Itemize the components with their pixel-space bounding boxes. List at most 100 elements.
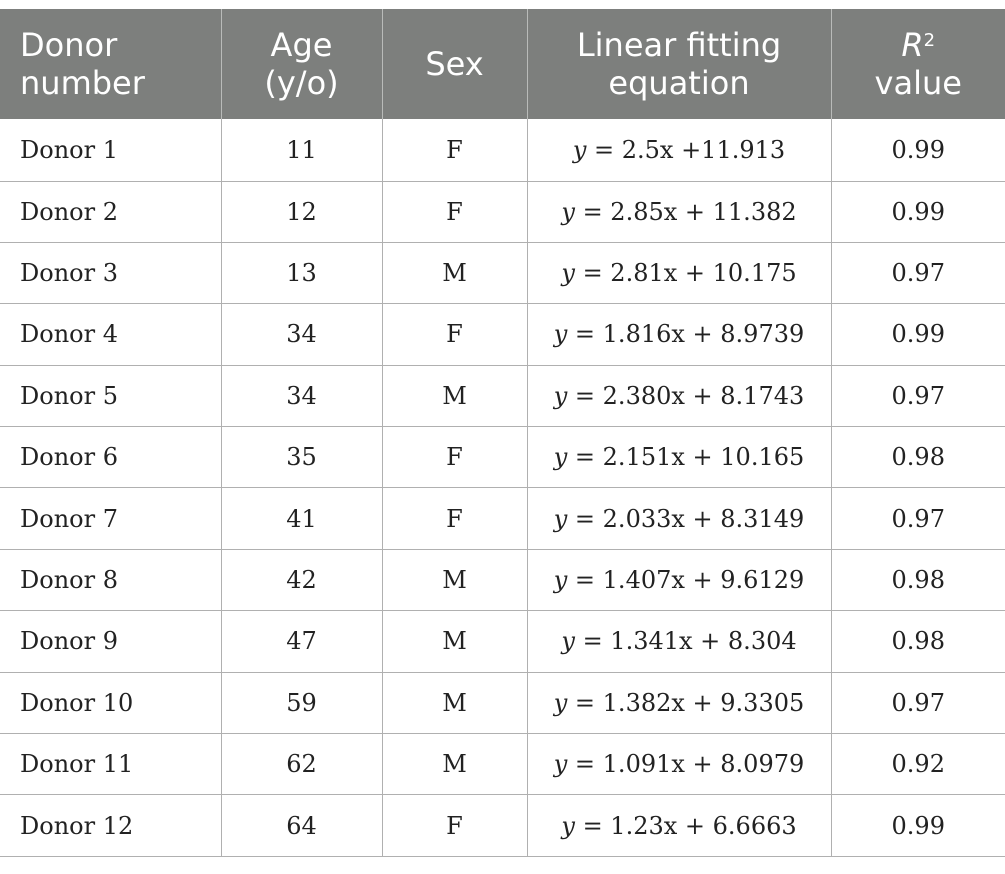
- cell-sex: F: [381, 303, 527, 366]
- cell-r2: 0.92: [830, 733, 1005, 796]
- cell-sex: M: [381, 610, 527, 673]
- header-sex: Sex: [381, 9, 527, 119]
- equation-rest: = 1.091x + 8.0979: [567, 750, 805, 779]
- cell-age: 64: [220, 794, 382, 857]
- cell-age: 34: [220, 365, 382, 428]
- cell-sex: F: [381, 181, 527, 243]
- cell-sex: F: [381, 487, 527, 550]
- header-line: number: [20, 64, 145, 102]
- cell-donor: Donor 12: [0, 794, 221, 857]
- cell-sex: F: [381, 794, 527, 857]
- cell-equation: y = 2.033x + 8.3149: [526, 487, 831, 550]
- header-row: Donor number Age (y/o) Sex Linear fittin…: [0, 9, 1005, 119]
- equation-y: y: [553, 566, 568, 595]
- cell-sex: F: [381, 119, 527, 182]
- equation-y: y: [561, 259, 575, 288]
- cell-equation: y = 2.151x + 10.165: [526, 426, 831, 489]
- cell-donor: Donor 6: [0, 426, 221, 489]
- cell-r2: 0.97: [830, 487, 1005, 550]
- cell-age: 59: [220, 672, 382, 735]
- equation-rest: = 1.407x + 9.6129: [567, 566, 805, 595]
- cell-donor: Donor 7: [0, 487, 221, 550]
- cell-donor: Donor 8: [0, 549, 221, 612]
- cell-equation: y = 2.5x +11.913: [526, 119, 831, 182]
- cell-r2: 0.99: [830, 303, 1005, 366]
- header-line: Donor: [20, 26, 118, 64]
- header-age: Age (y/o): [220, 9, 382, 119]
- r-exponent: 2: [923, 30, 936, 51]
- equation-y: y: [553, 381, 568, 410]
- cell-sex: M: [381, 733, 527, 796]
- header-r2-value: R2 value: [830, 9, 1005, 119]
- donor-fitting-table: Donor number Age (y/o) Sex Linear fittin…: [0, 9, 1005, 857]
- cell-age: 11: [220, 119, 382, 182]
- cell-r2: 0.99: [830, 181, 1005, 243]
- header-line: Linear fitting: [576, 26, 782, 64]
- equation-rest: = 2.033x + 8.3149: [567, 504, 805, 533]
- equation-y: y: [553, 504, 568, 533]
- equation-rest: = 2.151x + 10.165: [567, 443, 805, 472]
- header-line: value: [874, 64, 962, 102]
- header-linear-fitting-equation: Linear fitting equation: [526, 9, 831, 119]
- cell-sex: M: [381, 365, 527, 428]
- header-donor-number: Donor number: [0, 9, 221, 119]
- header-line: R2: [832, 26, 1005, 64]
- cell-sex: M: [381, 672, 527, 735]
- cell-age: 41: [220, 487, 382, 550]
- cell-r2: 0.97: [830, 365, 1005, 428]
- cell-sex: F: [381, 426, 527, 489]
- cell-donor: Donor 4: [0, 303, 221, 366]
- cell-donor: Donor 1: [0, 119, 221, 182]
- equation-y: y: [561, 811, 575, 840]
- cell-r2: 0.97: [830, 672, 1005, 735]
- equation-y: y: [561, 197, 575, 226]
- equation-rest: = 1.23x + 6.6663: [574, 811, 797, 840]
- cell-r2: 0.97: [830, 242, 1005, 305]
- cell-age: 47: [220, 610, 382, 673]
- equation-y: y: [572, 135, 587, 164]
- r-symbol: R: [901, 26, 924, 64]
- cell-r2: 0.98: [830, 426, 1005, 489]
- cell-donor: Donor 2: [0, 181, 221, 243]
- header-line: (y/o): [264, 64, 339, 102]
- equation-rest: = 2.380x + 8.1743: [567, 381, 805, 410]
- cell-equation: y = 2.380x + 8.1743: [526, 365, 831, 428]
- equation-rest: = 1.382x + 9.3305: [567, 688, 805, 717]
- cell-r2: 0.99: [830, 794, 1005, 857]
- cell-age: 62: [220, 733, 382, 796]
- equation-rest: = 2.85x + 11.382: [574, 197, 797, 226]
- cell-equation: y = 2.85x + 11.382: [526, 181, 831, 243]
- cell-sex: M: [381, 549, 527, 612]
- header-line: equation: [608, 64, 750, 102]
- equation-rest: = 2.5x +11.913: [586, 135, 786, 164]
- cell-r2: 0.99: [830, 119, 1005, 182]
- equation-y: y: [561, 627, 575, 656]
- cell-donor: Donor 10: [0, 672, 221, 735]
- equation-rest: = 2.81x + 10.175: [574, 259, 797, 288]
- cell-age: 34: [220, 303, 382, 366]
- cell-age: 13: [220, 242, 382, 305]
- cell-donor: Donor 5: [0, 365, 221, 428]
- equation-y: y: [553, 443, 568, 472]
- cell-donor: Donor 3: [0, 242, 221, 305]
- equation-y: y: [553, 320, 568, 349]
- cell-age: 35: [220, 426, 382, 489]
- cell-age: 42: [220, 549, 382, 612]
- cell-age: 12: [220, 181, 382, 243]
- cell-equation: y = 1.816x + 8.9739: [526, 303, 831, 366]
- cell-donor: Donor 11: [0, 733, 221, 796]
- cell-equation: y = 2.81x + 10.175: [526, 242, 831, 305]
- cell-sex: M: [381, 242, 527, 305]
- equation-rest: = 1.816x + 8.9739: [567, 320, 805, 349]
